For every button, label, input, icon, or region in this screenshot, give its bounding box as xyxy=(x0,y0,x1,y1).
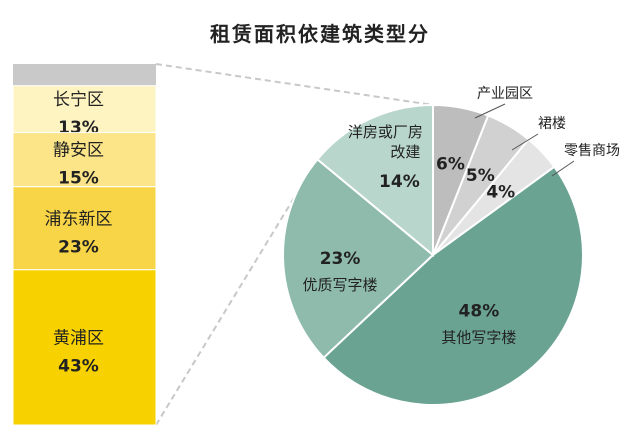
leader-line xyxy=(474,103,506,119)
bar-value-label: 23% xyxy=(58,237,99,257)
pie-slice-label: 其他写字楼 xyxy=(441,328,516,346)
bar-segment-other xyxy=(13,64,156,86)
pie-slice-label: 优质写字楼 xyxy=(303,276,378,294)
bar-category-label: 黄浦区 xyxy=(53,328,104,348)
bar-segment xyxy=(12,85,157,134)
pie-slice-label: 改建 xyxy=(390,143,420,161)
bar-segment xyxy=(12,186,157,271)
bar-category-label: 静安区 xyxy=(53,141,104,161)
connector-lines xyxy=(155,63,434,426)
pie-slice-label: 产业园区 xyxy=(477,86,533,102)
bar-segment xyxy=(12,269,157,426)
bar-category-label: 浦东新区 xyxy=(45,209,113,229)
connector-line-top xyxy=(155,63,434,106)
pie-slice-label: 零售商场 xyxy=(564,143,620,159)
connector-line-bottom xyxy=(155,158,319,426)
pie-slice-label: 洋房或厂房 xyxy=(348,123,423,141)
chart-title: 租赁面积依建筑类型分 xyxy=(210,22,430,46)
pie-value-label: 48% xyxy=(459,301,500,321)
pie-value-label: 4% xyxy=(486,182,515,202)
bar-category-label: 长宁区 xyxy=(53,90,104,110)
bar-segment xyxy=(12,132,157,188)
pie-value-label: 6% xyxy=(436,155,465,175)
bar-value-label: 15% xyxy=(58,169,99,189)
pie-slice-label: 裙楼 xyxy=(538,116,566,132)
pie-value-label: 5% xyxy=(466,166,495,186)
pie-slice xyxy=(316,103,434,258)
pie-value-label: 23% xyxy=(320,249,361,269)
pie-slice xyxy=(322,165,584,406)
pie-slice xyxy=(282,157,435,360)
building-type-pie xyxy=(282,103,584,406)
pie-value-label: 14% xyxy=(379,172,420,192)
bar-value-label: 43% xyxy=(58,356,99,376)
leader-line xyxy=(511,133,539,151)
leader-line xyxy=(551,160,575,177)
